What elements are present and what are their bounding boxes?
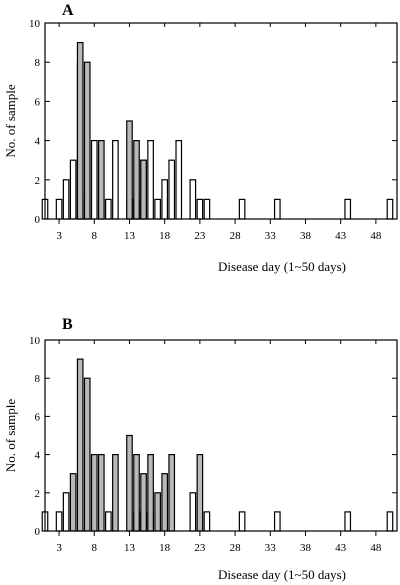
x-tick-label: 18 [159, 230, 171, 242]
y-axis-title: No. of sample [3, 399, 18, 473]
panel-label: B [62, 316, 73, 333]
bar [147, 140, 154, 220]
plot-frame [44, 22, 398, 220]
bar [69, 473, 77, 532]
bar [83, 61, 91, 220]
bar [154, 198, 161, 220]
bar [189, 492, 197, 532]
bar [168, 159, 176, 220]
y-tick-label: 6 [35, 411, 41, 423]
y-tick-label: 6 [35, 96, 41, 108]
x-tick-label: 43 [335, 230, 347, 242]
y-tick-label: 4 [35, 136, 41, 148]
bar [273, 198, 281, 220]
y-tick-label: 8 [35, 373, 41, 385]
y-axis-title: No. of sample [3, 84, 18, 158]
bar [112, 454, 119, 532]
panel-label: A [62, 2, 74, 19]
y-tick-label: 10 [29, 335, 41, 347]
bar [238, 198, 246, 220]
bar [90, 140, 98, 220]
bar [140, 159, 147, 220]
bar [126, 120, 133, 220]
x-tick-label: 8 [92, 542, 98, 554]
y-tick-label: 0 [35, 214, 41, 226]
x-tick-label: 48 [370, 542, 382, 554]
bar [154, 492, 161, 532]
y-tick-label: 8 [35, 57, 41, 69]
y-tick-label: 4 [35, 450, 41, 462]
bar [168, 454, 176, 532]
bar [112, 140, 119, 220]
bar [140, 473, 147, 532]
bar [273, 511, 281, 532]
x-tick-label: 23 [194, 230, 206, 242]
x-tick-label: 3 [56, 230, 62, 242]
y-tick-label: 10 [29, 18, 41, 30]
bar [97, 140, 105, 220]
bar [344, 198, 352, 220]
bar [76, 358, 84, 532]
bar [126, 434, 133, 532]
bar [62, 179, 70, 220]
y-tick-label: 2 [35, 488, 41, 500]
x-tick-label: 18 [159, 542, 171, 554]
bar [203, 511, 211, 532]
bar [83, 377, 91, 532]
bar [196, 198, 204, 220]
bar [238, 511, 246, 532]
y-tick-label: 0 [35, 526, 41, 538]
bar [344, 511, 352, 532]
bar [133, 454, 140, 532]
x-tick-label: 48 [370, 230, 382, 242]
x-tick-label: 33 [265, 542, 277, 554]
x-tick-label: 13 [124, 230, 136, 242]
bar [161, 179, 169, 220]
plot-frame [44, 339, 398, 532]
x-tick-label: 38 [300, 230, 312, 242]
x-tick-label: 13 [124, 542, 136, 554]
bar [97, 454, 105, 532]
x-tick-label: 28 [230, 542, 242, 554]
bar [147, 454, 154, 532]
bar [196, 454, 204, 532]
bar [62, 492, 70, 532]
x-axis-title: Disease day (1~50 days) [218, 259, 346, 274]
bar [69, 159, 77, 220]
x-tick-label: 38 [300, 542, 312, 554]
bar [105, 198, 112, 220]
bar [55, 511, 63, 532]
x-tick-label: 28 [230, 230, 242, 242]
x-tick-label: 3 [56, 542, 62, 554]
bar [76, 41, 84, 220]
bar [175, 140, 183, 220]
x-tick-label: 23 [194, 542, 206, 554]
x-tick-label: 8 [92, 230, 98, 242]
bar [90, 454, 98, 532]
bar [105, 511, 112, 532]
bar [189, 179, 197, 220]
bar [133, 140, 140, 220]
bar [386, 198, 394, 220]
bar [203, 198, 211, 220]
bar [55, 198, 63, 220]
bar [161, 473, 169, 532]
x-axis-title: Disease day (1~50 days) [218, 567, 346, 582]
x-tick-label: 43 [335, 542, 347, 554]
x-tick-label: 33 [265, 230, 277, 242]
y-tick-label: 2 [35, 175, 41, 187]
bar [386, 511, 394, 532]
